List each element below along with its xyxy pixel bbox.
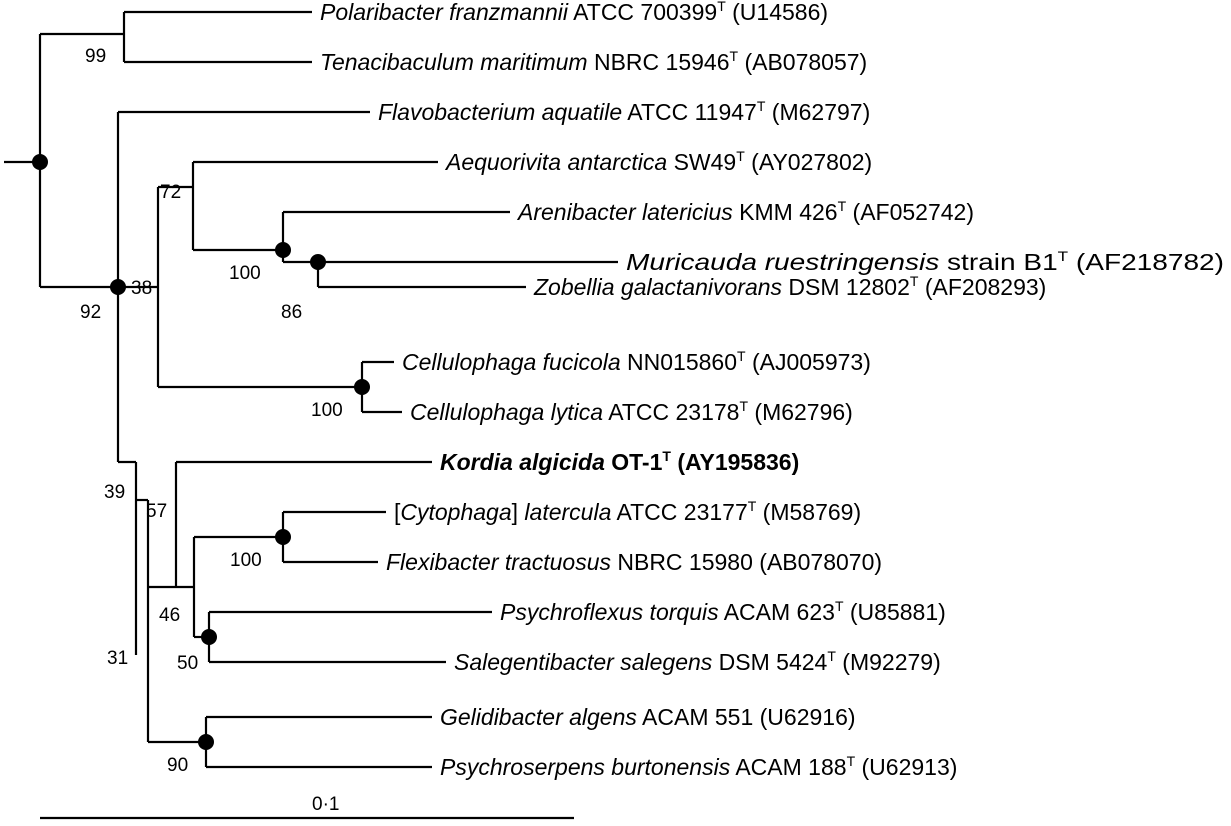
taxon-salegentibacter: Salegentibacter salegens DSM 5424T (M922… [454, 648, 941, 675]
bootstrap-46: 46 [159, 605, 180, 626]
taxon-flavobacterium: Flavobacterium aquatile ATCC 11947T (M62… [378, 98, 870, 125]
taxon-psychroserpens: Psychroserpens burtonensis ACAM 188T (U6… [440, 753, 957, 780]
bootstrap-39: 39 [104, 482, 125, 503]
bootstrap-72: 72 [160, 182, 181, 203]
taxon-cellulophaga-lytica: Cellulophaga lytica ATCC 23178T (M62796) [410, 398, 853, 425]
taxon-arenibacter: Arenibacter latericius KMM 426T (AF05274… [516, 198, 974, 225]
node-marker [275, 529, 291, 545]
taxon-tenacibaculum: Tenacibaculum maritimum NBRC 15946T (AB0… [320, 48, 867, 75]
bootstrap-57: 57 [146, 501, 167, 522]
taxon-flexibacter: Flexibacter tractuosus NBRC 15980 (AB078… [386, 549, 882, 575]
bootstrap-99: 99 [85, 46, 106, 67]
node-marker [32, 154, 48, 170]
taxon-labels: Polaribacter franzmannii ATCC 700399T (U… [320, 0, 1224, 780]
node-markers [32, 154, 370, 750]
node-marker [354, 379, 370, 395]
node-marker [310, 254, 326, 270]
bootstrap-92: 92 [80, 302, 101, 323]
node-marker [110, 279, 126, 295]
taxon-kordia: Kordia algicida OT-1T (AY195836) [440, 448, 799, 475]
taxon-polaribacter: Polaribacter franzmannii ATCC 700399T (U… [320, 0, 828, 25]
bootstrap-50: 50 [177, 653, 198, 674]
bootstrap-90: 90 [167, 755, 188, 776]
node-marker [201, 629, 217, 645]
bootstrap-100c: 100 [230, 550, 262, 571]
bootstrap-100b: 100 [311, 400, 343, 421]
scale-bar-label: 0·1 [312, 794, 339, 815]
scale-bar: 0·1 [40, 794, 574, 820]
taxon-cellulophaga-fucicola: Cellulophaga fucicola NN015860T (AJ00597… [402, 348, 871, 375]
tree-branches [4, 10, 618, 769]
taxon-zobellia: Zobellia galactanivorans DSM 12802T (AF2… [533, 273, 1046, 300]
bootstrap-86: 86 [281, 302, 302, 323]
node-marker [275, 242, 291, 258]
bootstrap-31: 31 [107, 648, 128, 669]
taxon-muricauda: Muricauda ruestringensis strain B1 T (AF2… [626, 248, 1224, 275]
taxon-gelidibacter: Gelidibacter algens ACAM 551 (U62916) [440, 704, 856, 730]
bootstrap-100a: 100 [229, 263, 261, 284]
bootstrap-38: 38 [131, 278, 152, 299]
node-marker [198, 734, 214, 750]
taxon-psychroflexus: Psychroflexus torquis ACAM 623T (U85881) [500, 598, 946, 625]
taxon-aequorivita: Aequorivita antarctica SW49T (AY027802) [444, 148, 872, 175]
taxon-cytophaga: [Cytophaga] latercula ATCC 23177T (M5876… [394, 498, 861, 525]
bootstrap-values: 99 92 72 38 100 86 100 39 57 100 46 50 3… [80, 46, 343, 776]
